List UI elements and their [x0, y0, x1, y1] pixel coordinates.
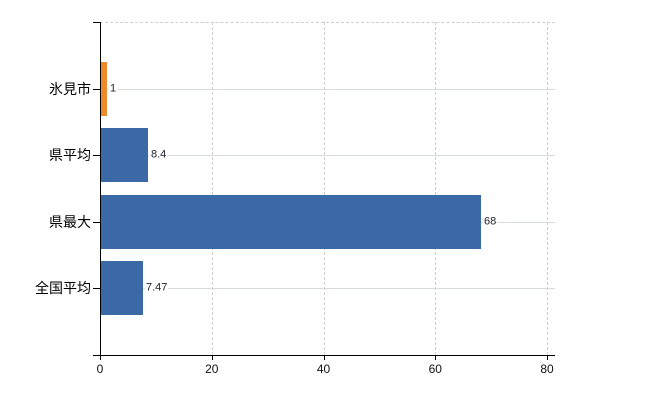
horizontal-gridline — [100, 89, 555, 90]
x-tick-label: 60 — [428, 362, 442, 376]
bar-2 — [101, 195, 481, 249]
x-axis-line — [93, 355, 555, 356]
x-tick-label: 80 — [540, 362, 554, 376]
x-axis-tick — [211, 355, 213, 360]
vertical-gridline — [435, 22, 437, 355]
bar-1 — [101, 128, 148, 182]
y-axis-tick — [93, 155, 100, 156]
x-tick-label: 20 — [205, 362, 219, 376]
y-axis-tick — [93, 222, 100, 223]
category-label: 氷見市 — [49, 80, 91, 97]
vertical-gridline — [323, 22, 325, 355]
x-tick-label: 40 — [316, 362, 331, 376]
x-axis-tick — [323, 355, 325, 360]
bar-3 — [101, 261, 143, 315]
x-axis-tick — [435, 355, 437, 360]
horizontal-gridline — [100, 288, 555, 289]
x-axis-tick — [100, 355, 101, 360]
horizontal-gridline — [100, 155, 555, 156]
y-axis-tick — [93, 288, 100, 289]
bar-value-label: 8.4 — [150, 148, 168, 161]
bar-value-label: 1 — [109, 82, 118, 95]
bar-0 — [101, 62, 107, 116]
bar-value-label: 7.47 — [145, 281, 169, 294]
vertical-gridline — [547, 22, 548, 355]
category-label: 県最大 — [49, 213, 91, 230]
y-axis-top-tick — [93, 22, 100, 23]
category-label: 県平均 — [49, 147, 91, 164]
y-axis-tick — [93, 89, 100, 90]
vertical-gridline — [211, 22, 213, 355]
y-axis-line — [100, 22, 101, 355]
x-tick-label: 0 — [96, 362, 104, 376]
x-axis-tick — [547, 355, 548, 360]
category-label: 全国平均 — [35, 280, 91, 297]
plot-top-border — [100, 22, 555, 23]
bar-value-label: 68 — [483, 215, 498, 228]
